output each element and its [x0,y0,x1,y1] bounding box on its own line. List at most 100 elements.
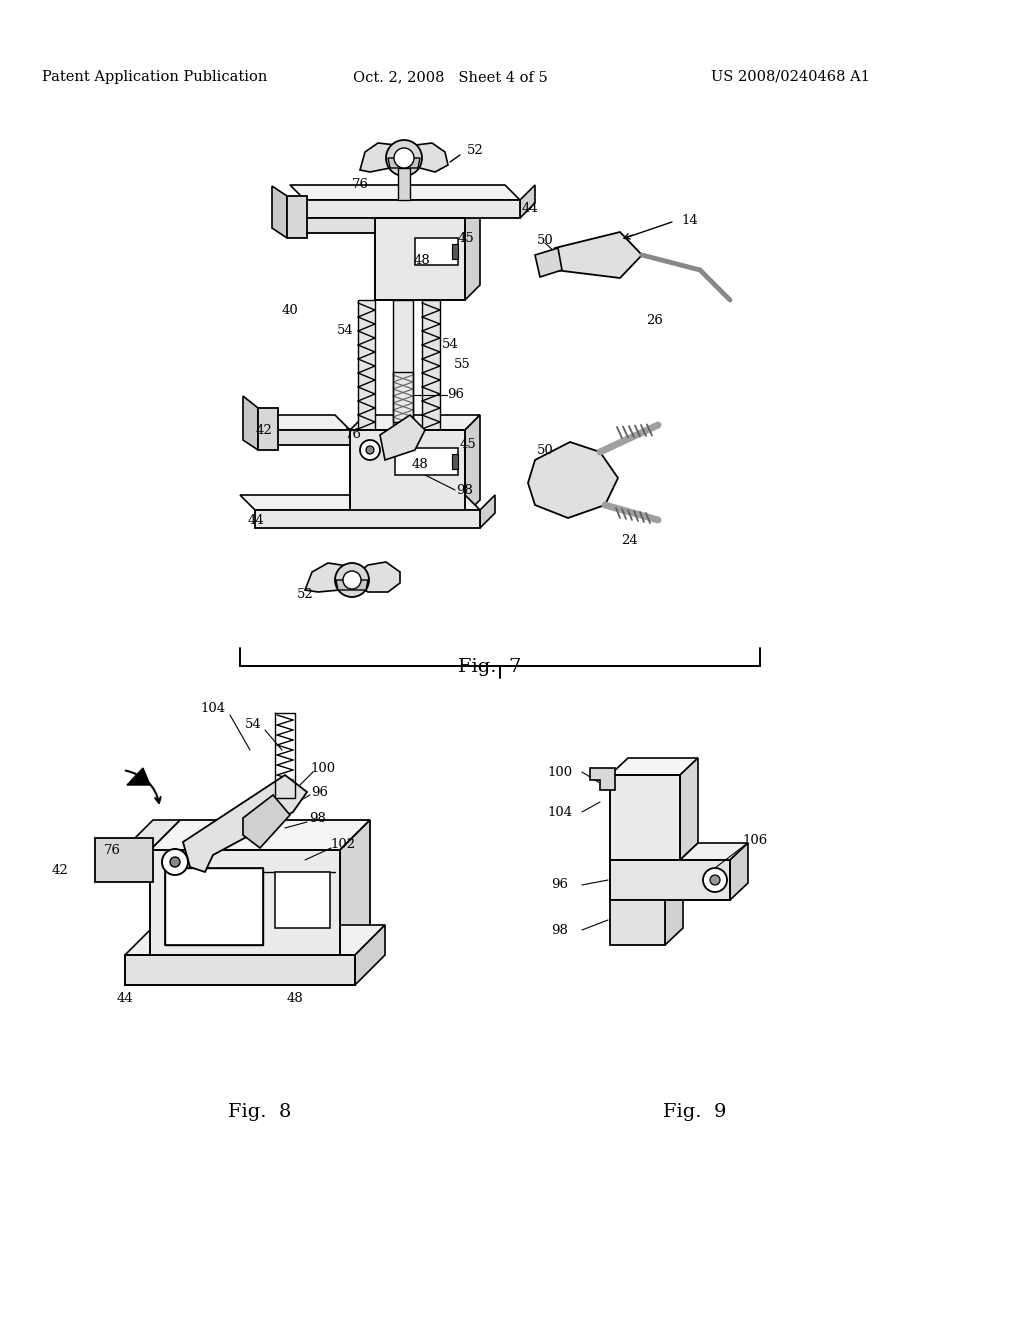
Text: 44: 44 [521,202,539,214]
Text: 55: 55 [454,359,470,371]
Text: 50: 50 [537,234,553,247]
Polygon shape [305,564,352,591]
Circle shape [170,857,180,867]
Polygon shape [393,300,413,430]
Text: 45: 45 [458,231,474,244]
Circle shape [386,140,422,176]
Text: 54: 54 [245,718,261,731]
Polygon shape [290,185,520,201]
Text: 76: 76 [103,843,121,857]
Text: 42: 42 [51,863,69,876]
Polygon shape [465,414,480,515]
Circle shape [343,572,361,589]
Polygon shape [255,510,480,528]
Text: 26: 26 [646,314,664,326]
Polygon shape [165,869,263,945]
Polygon shape [452,244,458,259]
Polygon shape [590,768,615,789]
Text: 52: 52 [467,144,483,157]
Text: 104: 104 [548,805,572,818]
Polygon shape [480,495,495,528]
Text: US 2008/0240468 A1: US 2008/0240468 A1 [711,70,869,84]
Polygon shape [375,218,465,300]
Text: 96: 96 [552,879,568,891]
Circle shape [703,869,727,892]
Text: 44: 44 [117,991,133,1005]
Polygon shape [243,795,290,847]
Text: 48: 48 [287,991,303,1005]
Text: 44: 44 [248,513,264,527]
Text: 100: 100 [310,762,336,775]
Polygon shape [465,203,480,300]
Text: 98: 98 [309,812,327,825]
Polygon shape [150,850,340,960]
Polygon shape [680,758,698,861]
Text: 48: 48 [412,458,428,471]
Polygon shape [610,861,730,900]
Polygon shape [350,414,480,430]
Text: 100: 100 [548,766,572,779]
Text: Fig.  8: Fig. 8 [228,1104,292,1121]
Polygon shape [680,843,748,861]
Polygon shape [375,203,480,218]
Polygon shape [610,775,680,861]
Polygon shape [555,232,642,279]
Text: 96: 96 [447,388,465,401]
Text: 104: 104 [201,701,225,714]
Text: 96: 96 [311,785,329,799]
Polygon shape [415,238,458,265]
Polygon shape [150,820,370,850]
Polygon shape [336,579,368,590]
Text: 98: 98 [457,483,473,496]
Polygon shape [452,454,458,469]
Text: Patent Application Publication: Patent Application Publication [42,70,267,84]
Polygon shape [340,820,370,960]
Polygon shape [275,873,330,928]
Polygon shape [243,396,258,450]
Polygon shape [665,883,683,945]
Polygon shape [535,248,562,277]
Polygon shape [380,414,425,459]
Text: 98: 98 [552,924,568,936]
Polygon shape [520,185,535,218]
Text: 76: 76 [351,178,369,191]
Polygon shape [610,758,698,775]
Polygon shape [290,203,375,218]
Text: Fig.  9: Fig. 9 [664,1104,727,1121]
Polygon shape [127,768,150,785]
Polygon shape [275,430,350,445]
Polygon shape [123,820,180,850]
Polygon shape [260,414,350,430]
Circle shape [394,148,414,168]
Polygon shape [95,838,153,882]
Polygon shape [388,158,420,168]
Text: 24: 24 [622,533,638,546]
Polygon shape [360,143,400,172]
Text: 40: 40 [282,304,298,317]
Text: 76: 76 [344,429,361,441]
Circle shape [162,849,188,875]
Polygon shape [422,300,440,430]
Text: 106: 106 [742,833,768,846]
Polygon shape [258,408,278,450]
Polygon shape [125,954,355,985]
Polygon shape [287,195,307,238]
Text: 52: 52 [297,589,313,602]
Circle shape [360,440,380,459]
Polygon shape [395,447,458,475]
Text: 45: 45 [460,438,476,451]
Text: 102: 102 [331,838,355,851]
Polygon shape [730,843,748,900]
Text: Oct. 2, 2008   Sheet 4 of 5: Oct. 2, 2008 Sheet 4 of 5 [352,70,548,84]
Polygon shape [350,430,465,515]
Polygon shape [528,442,618,517]
Circle shape [710,875,720,884]
Polygon shape [398,168,410,201]
Text: 42: 42 [256,424,272,437]
Text: 50: 50 [537,444,553,457]
Text: 54: 54 [337,323,353,337]
Polygon shape [305,201,520,218]
Text: 54: 54 [441,338,459,351]
Polygon shape [272,186,287,238]
Polygon shape [240,495,480,510]
